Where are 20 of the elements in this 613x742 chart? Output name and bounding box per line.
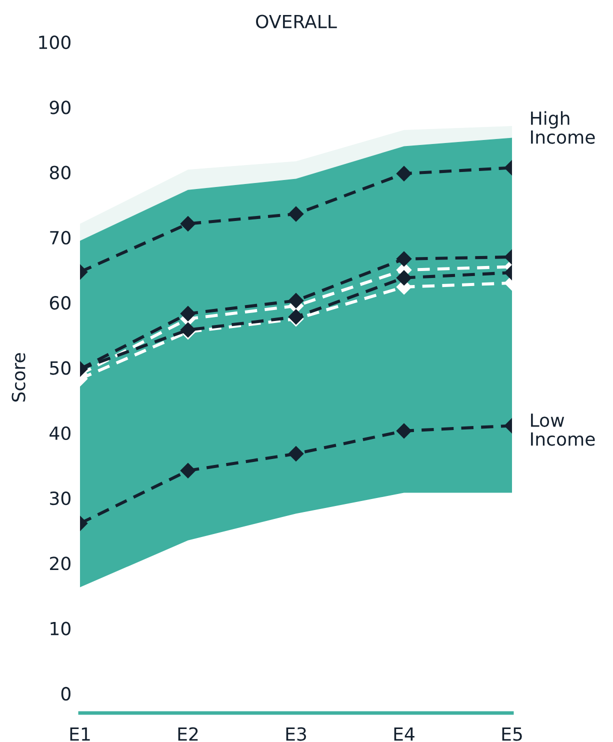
text: High Income <box>531 111 595 144</box>
y-tick-label: 90 <box>50 100 70 114</box>
y-tick-label: 100 <box>39 35 70 50</box>
y-tick-label: 50 <box>50 361 70 375</box>
y-tick-label: 0 <box>61 686 70 701</box>
y-tick-label: 30 <box>50 491 70 506</box>
y-axis-title: Score <box>12 353 26 402</box>
x-tick-label: E1 <box>70 727 90 741</box>
x-tick-label: E2 <box>178 727 198 741</box>
y-tick-label: 70 <box>50 230 70 245</box>
x-tick-label: E3 <box>286 727 306 741</box>
chart-title: OVERALL <box>256 14 337 28</box>
text: Low Income <box>531 414 595 446</box>
y-tick-label: 60 <box>50 296 70 310</box>
y-tick-label: 20 <box>50 556 70 570</box>
y-tick-label: 80 <box>50 166 70 180</box>
y-tick-label: 40 <box>50 426 70 440</box>
x-tick-label: E5 <box>502 727 522 741</box>
y-tick-label: 10 <box>50 622 70 636</box>
x-tick-label: E4 <box>394 727 414 741</box>
